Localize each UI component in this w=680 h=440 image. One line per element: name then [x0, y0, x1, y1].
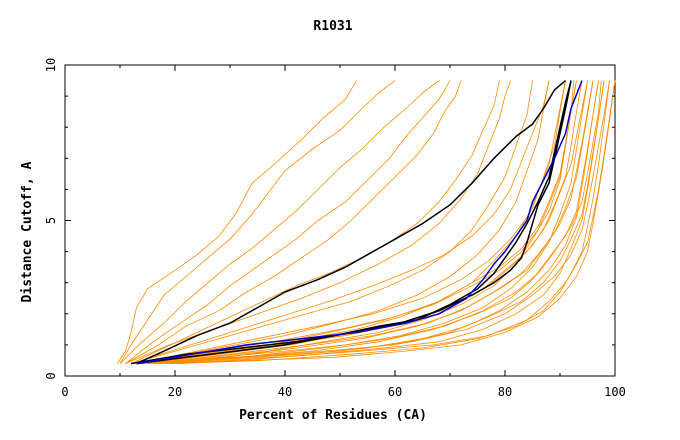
- background-series-line-22: [141, 80, 575, 364]
- y-tick-label: 5: [44, 217, 58, 224]
- background-series-line-4: [125, 80, 462, 364]
- x-axis-ticks: 0 20 40 60 80 100: [61, 65, 626, 399]
- x-tick-label: 40: [278, 385, 292, 399]
- background-series-line-3: [125, 80, 451, 364]
- highlight-series-group: [130, 80, 583, 365]
- background-series-line-7: [136, 80, 550, 364]
- background-series-line-20: [174, 80, 610, 364]
- background-series-line-25: [169, 80, 610, 364]
- chart-title: R1031: [313, 19, 352, 34]
- background-series-line-1: [119, 80, 396, 364]
- background-series-line-10: [152, 80, 588, 364]
- background-series-line-19: [163, 80, 605, 364]
- background-series-line-17: [158, 80, 599, 364]
- background-series-line-13: [169, 80, 616, 364]
- x-tick-label: 100: [604, 385, 626, 399]
- background-series-line-16: [152, 80, 594, 364]
- background-series-line-8: [141, 80, 566, 364]
- background-series-line-24: [158, 80, 602, 364]
- background-series-line-5: [130, 80, 500, 364]
- background-series-line-0: [116, 80, 357, 364]
- background-series-line-21: [136, 80, 566, 364]
- x-tick-label: 0: [61, 385, 68, 399]
- background-series-line-26: [180, 80, 616, 364]
- x-tick-label: 20: [168, 385, 182, 399]
- x-axis-label: Percent of Residues (CA): [239, 408, 427, 423]
- y-tick-label: 10: [44, 58, 58, 72]
- highlight-series-line-30: [136, 80, 572, 365]
- background-series-line-9: [147, 80, 577, 364]
- y-tick-label: 0: [44, 372, 58, 379]
- background-series-line-2: [119, 80, 440, 364]
- x-tick-label: 60: [388, 385, 402, 399]
- background-series-line-6: [130, 80, 533, 364]
- background-series-group: [116, 80, 616, 364]
- y-axis-ticks: 0 5 10: [44, 58, 615, 380]
- background-series-line-23: [152, 80, 594, 364]
- background-series-line-15: [147, 80, 583, 364]
- plot-area: 0 20 40 60 80 100 0 5 10: [44, 58, 626, 399]
- background-series-line-27: [130, 80, 550, 364]
- background-series-line-12: [163, 80, 605, 364]
- x-tick-label: 80: [498, 385, 512, 399]
- highlight-series-line-32: [136, 80, 583, 365]
- highlight-series-line-29: [136, 80, 566, 365]
- background-series-line-18: [147, 80, 588, 364]
- background-series-line-14: [141, 80, 577, 364]
- y-axis-label: Distance Cutoff, A: [20, 161, 35, 302]
